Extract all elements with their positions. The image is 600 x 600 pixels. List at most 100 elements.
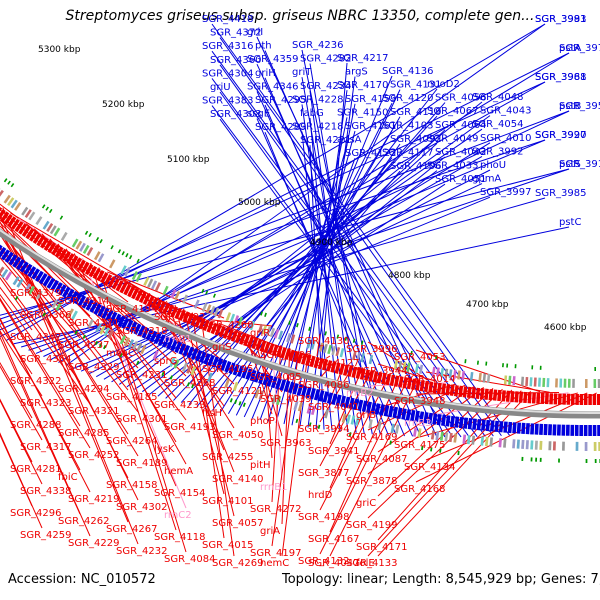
misc-feature-block [181,362,188,373]
reverse-gene-block [142,293,151,305]
forward-gene-block [481,419,486,431]
reverse-leader-line [377,389,513,541]
forward-leader-line [73,196,491,369]
reverse-gene-label: SGR_4232 [116,546,168,557]
reverse-gene-label: SGR_4134 [404,462,456,473]
forward-gene-block [89,301,98,313]
accession-text: Accession: NC_010572 [8,572,156,587]
misc-feature-block [331,345,337,356]
forward-gene-block [597,424,600,436]
misc-feature-block [503,375,508,385]
forward-gene-block [133,323,142,335]
reverse-gene-label: SGR_4015 [202,540,254,551]
misc-feature-block [135,272,142,283]
reverse-leader-line [0,273,81,383]
misc-feature-block [534,440,538,450]
reverse-leader-line [0,246,81,339]
reverse-gene-block [432,382,438,394]
forward-gene-block [427,412,433,425]
misc-feature-block [49,225,57,235]
misc-feature-block [406,362,411,372]
backbone-highlight [0,228,600,414]
rrna-label: rrnB1 [260,482,287,493]
reverse-gene-label: SGR_4302 [116,502,168,513]
reverse-gene-block [428,381,434,393]
forward-gene-block [54,282,63,294]
green-marker [344,336,348,341]
reverse-gene-label: griR [250,328,270,339]
forward-gene-block [0,244,3,251]
green-marker [485,361,488,366]
misc-feature-block [229,313,236,323]
reverse-gene-block [381,372,387,385]
misc-feature-block [119,335,127,345]
forward-gene-block [249,369,257,382]
reverse-gene-label: SGR_4338 [20,486,72,497]
misc-feature-block [123,337,131,347]
reverse-gene-label: SGR_4039 [260,394,312,405]
misc-feature-block [368,354,374,365]
misc-feature-block [377,421,382,431]
forward-gene-block [236,365,244,378]
misc-feature-block [254,389,260,399]
forward-gene-block [97,305,106,318]
reverse-gene-block [178,309,186,322]
reverse-gene-label: griS [212,342,232,353]
forward-gene-block [503,421,508,433]
reverse-gene-label: SGR_4264 [106,436,158,447]
forward-gene-label: SGR_4228 [292,94,344,105]
genome-backbone [0,228,600,419]
misc-feature-block [350,415,356,425]
green-marker [476,360,479,365]
forward-gene-block [16,258,25,271]
reverse-gene-block [243,334,251,347]
green-marker [45,206,49,211]
reverse-gene-label: SGR_3994 [298,424,350,435]
reverse-gene-block [218,325,226,338]
misc-feature-block [147,278,154,288]
misc-feature-block [190,366,197,376]
gene-labels: SGR_4418 SGR_4372 SGR_4316 SGR_4360 SGR_4304… [10,14,600,569]
reverse-gene-block [518,391,524,403]
reverse-gene-block [170,306,179,318]
green-marker [539,457,542,462]
misc-feature-block [233,315,240,325]
reverse-gene-block [29,230,38,242]
forward-gene-label: griT [292,67,312,78]
misc-feature-block [597,378,600,388]
green-marker [506,363,509,368]
misc-feature-block [290,334,296,344]
green-marker [121,251,125,256]
forward-gene-block [0,249,11,261]
forward-gene-label: SGR_4067 [427,106,479,117]
forward-gene-block [279,379,287,391]
forward-gene-block [73,293,83,305]
reverse-gene-block [419,380,425,392]
forward-gene-label: pstS [559,159,581,170]
misc-feature-block [559,378,563,388]
misc-feature-block [439,431,444,441]
reverse-gene-block [355,367,362,379]
reverse-leader-line [148,292,235,429]
misc-feature-block [4,271,13,281]
reverse-gene-block [445,383,451,396]
forward-gene-block [525,423,530,435]
forward-gene-block [211,356,219,368]
forward-gene-label: SGR_3990 [535,130,587,141]
forward-leader-line [211,23,510,436]
forward-gene-block [530,423,535,435]
misc-feature-block [440,368,445,378]
forward-gene-block [288,381,295,394]
misc-feature-block [174,291,181,301]
reverse-gene-block [364,369,370,381]
misc-feature-block [567,378,571,388]
green-marker [295,418,299,424]
reverse-gene-block [190,314,198,327]
forward-gene-block [50,279,60,292]
reverse-gene-label: SGR_4271 [68,318,120,329]
reverse-gene-block [162,302,171,315]
reverse-gene-label: ftsH [202,408,222,419]
forward-gene-label: SGR_3997 [480,187,532,198]
reverse-gene-label: SGR_4118 [154,532,206,543]
misc-feature-block [120,265,127,275]
